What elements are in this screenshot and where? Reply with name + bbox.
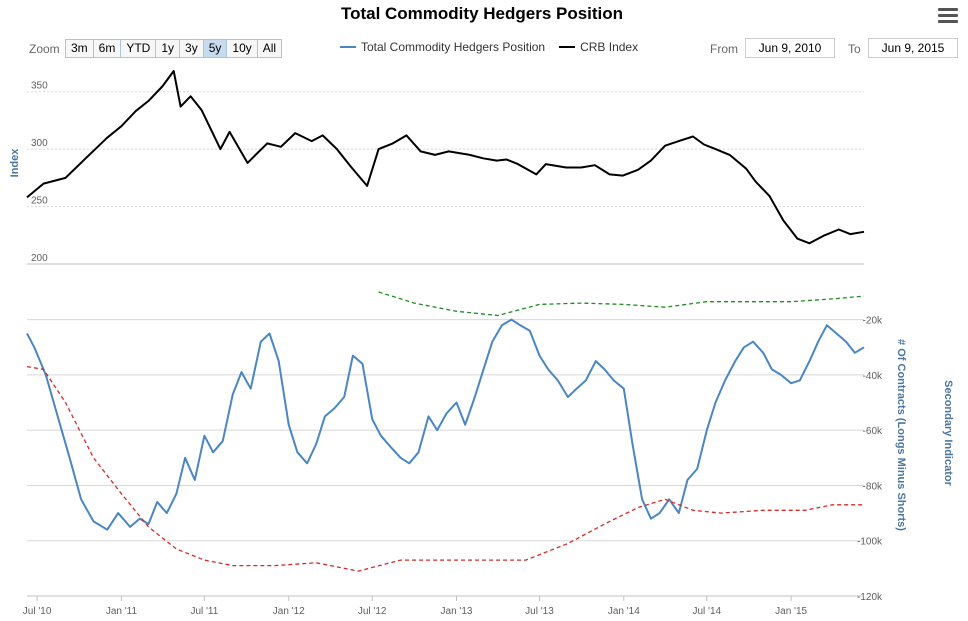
x-tick-label: Jul '13 [525, 606, 554, 617]
legend-item-crb[interactable]: CRB Index [559, 40, 638, 54]
series-line-green-dashed [378, 291, 865, 317]
series-line-hedgers-position [26, 318, 865, 531]
menu-bar [938, 20, 958, 23]
lower-tick-label: -100k [857, 537, 883, 548]
legend-item-hedgers[interactable]: Total Commodity Hedgers Position [340, 40, 545, 54]
lower-tick-label: -20k [863, 316, 883, 327]
range-from-label: From [710, 42, 738, 56]
zoom-button-1y[interactable]: 1y [156, 39, 181, 58]
series-line-red-dashed [26, 365, 864, 572]
x-tick-label: Jul '10 [23, 606, 52, 617]
x-tick-label: Jul '11 [190, 606, 218, 617]
zoom-button-all[interactable]: All [257, 39, 283, 58]
menu-bar [938, 14, 958, 17]
x-tick-label: Jan '15 [775, 606, 807, 617]
legend-label-hedgers: Total Commodity Hedgers Position [361, 40, 546, 54]
chart-title: Total Commodity Hedgers Position [340, 4, 624, 23]
legend-swatch-crb [559, 46, 576, 48]
x-tick-label: Jul '14 [692, 606, 721, 617]
legend-swatch-hedgers [340, 46, 356, 48]
x-tick-label: Jul '12 [358, 606, 387, 617]
lower-tick-label: -120k [857, 592, 883, 603]
range-to-input[interactable]: Jun 9, 2015 [868, 38, 958, 58]
legend-label-crb: CRB Index [580, 40, 639, 54]
zoom-button-5y[interactable]: 5y [203, 39, 228, 58]
zoom-button-10y[interactable]: 10y [227, 39, 258, 58]
zoom-button-3y[interactable]: 3y [180, 39, 204, 58]
secondary-axis-title: Secondary Indicator [942, 380, 954, 486]
range-from-input[interactable]: Jun 9, 2010 [745, 38, 835, 58]
x-tick-label: Jan '11 [106, 606, 138, 617]
upper-tick-label: 300 [31, 138, 48, 149]
upper-tick-label: 200 [31, 253, 48, 264]
hamburger-menu-icon[interactable] [938, 8, 958, 24]
menu-bar [938, 8, 958, 11]
x-tick-label: Jan '13 [441, 606, 473, 617]
upper-tick-label: 250 [31, 196, 48, 207]
zoom-button-3m[interactable]: 3m [65, 39, 94, 58]
x-tick-label: Jan '14 [608, 606, 640, 617]
zoom-button-ytd[interactable]: YTD [121, 39, 157, 58]
upper-axis-title: Index [9, 148, 21, 178]
series-line-crb-index [26, 70, 865, 245]
upper-tick-label: 350 [31, 81, 48, 92]
zoom-button-group: 3m 6m YTD 1y 3y 5y 10y All [65, 39, 283, 58]
zoom-button-6m[interactable]: 6m [93, 39, 122, 58]
zoom-label: Zoom [29, 42, 60, 56]
lower-tick-label: -80k [863, 481, 883, 492]
range-to-label: To [848, 42, 861, 56]
lower-tick-label: -40k [863, 371, 883, 382]
x-tick-label: Jan '12 [273, 606, 305, 617]
lower-axis-title: # Of Contracts (Longs Minus Shorts) [895, 339, 907, 531]
legend: Total Commodity Hedgers Position CRB Ind… [340, 40, 652, 54]
lower-tick-label: -60k [863, 426, 883, 437]
